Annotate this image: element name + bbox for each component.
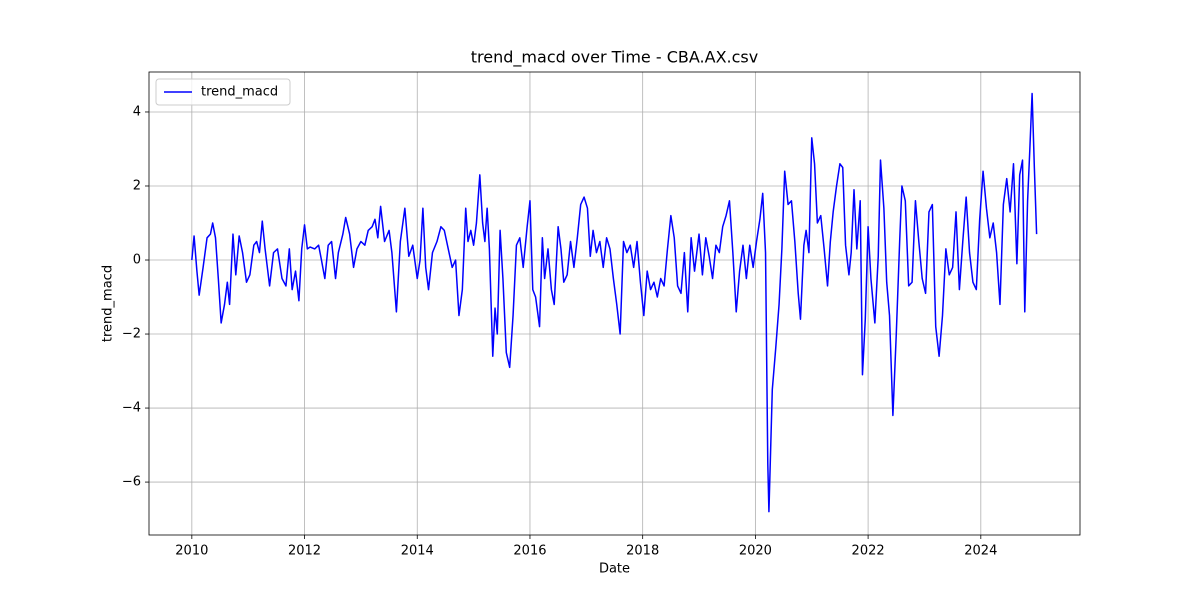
x-axis-label: Date xyxy=(599,562,630,577)
y-tick-label: 4 xyxy=(133,104,141,119)
x-tick-label: 2020 xyxy=(739,544,772,559)
x-tick-label: 2010 xyxy=(175,544,208,559)
y-tick-label: 2 xyxy=(133,178,141,193)
y-axis-label: trend_macd xyxy=(101,265,116,342)
y-tick-label: −2 xyxy=(122,327,141,342)
x-tick-label: 2012 xyxy=(288,544,321,559)
data-line xyxy=(191,92,1038,513)
y-tick-label: −4 xyxy=(122,401,141,416)
x-tick-label: 2022 xyxy=(852,544,885,559)
y-tick-label: 0 xyxy=(133,253,141,268)
legend-box xyxy=(155,78,291,106)
x-tick-label: 2018 xyxy=(626,544,659,559)
x-tick-label: 2014 xyxy=(401,544,434,559)
legend: trend_macd xyxy=(155,78,291,106)
x-tick-label: 2016 xyxy=(513,544,546,559)
x-tick-label: 2024 xyxy=(964,544,997,559)
legend-label: trend_macd xyxy=(201,85,278,100)
plot-frame xyxy=(148,71,1081,536)
chart-title: trend_macd over Time - CBA.AX.csv xyxy=(471,48,758,68)
y-tick-label: −6 xyxy=(122,475,141,490)
